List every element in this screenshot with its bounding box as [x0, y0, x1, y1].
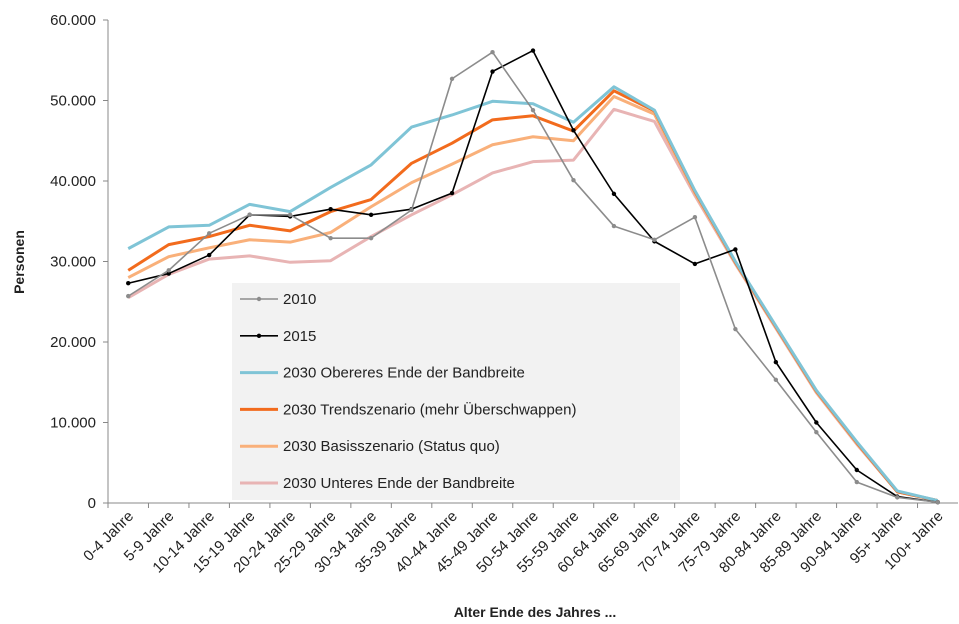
- data-point: [287, 212, 293, 218]
- data-point: [733, 326, 738, 332]
- legend-label: 2030 Basisszenario (Status quo): [283, 438, 500, 455]
- data-point: [206, 231, 212, 236]
- legend-marker: [256, 333, 262, 338]
- data-point: [692, 215, 698, 220]
- data-point: [854, 467, 860, 473]
- legend-label: 2030 Obereres Ende der Bandbreite: [283, 365, 525, 382]
- legend-box: [232, 283, 680, 500]
- legend-marker: [256, 296, 262, 302]
- data-point: [328, 235, 333, 241]
- data-point: [814, 429, 819, 435]
- data-point: [490, 50, 495, 55]
- data-point: [530, 48, 536, 53]
- data-point: [733, 247, 738, 252]
- legend: 2010 2015 2030 Obereres Ende der Bandbreit…: [232, 283, 680, 500]
- data-point: [611, 223, 617, 229]
- data-point: [328, 206, 333, 212]
- legend-label: 2030 Unteres Ende der Bandbreite: [283, 475, 515, 492]
- y-tick-label: 30.000: [50, 254, 96, 271]
- y-tick-label: 10.000: [50, 415, 96, 432]
- data-point: [206, 252, 212, 258]
- y-tick-label: 60.000: [50, 12, 96, 29]
- data-point: [854, 479, 860, 485]
- data-point: [692, 261, 698, 267]
- data-point: [449, 76, 455, 81]
- data-point: [247, 212, 252, 218]
- data-point: [368, 212, 374, 218]
- data-point: [895, 495, 900, 500]
- data-point: [126, 293, 131, 299]
- y-tick-label: 0: [88, 495, 96, 512]
- data-point: [449, 190, 455, 196]
- data-point: [409, 207, 414, 213]
- legend-label: 2010: [283, 291, 316, 308]
- legend-label: 2030 Trendszenario (mehr Überschwappen): [283, 400, 577, 418]
- x-axis-title: Alter Ende des Jahres ...: [454, 604, 617, 620]
- legend-label: 2015: [283, 328, 316, 345]
- data-point: [935, 499, 940, 505]
- y-tick-label: 40.000: [50, 173, 96, 190]
- data-point: [126, 281, 131, 286]
- y-tick-label: 50.000: [50, 93, 96, 110]
- data-point: [490, 69, 495, 74]
- data-point: [773, 377, 779, 383]
- data-point: [368, 235, 374, 241]
- data-point: [652, 237, 657, 242]
- data-point: [814, 420, 819, 425]
- data-point: [571, 177, 576, 183]
- data-point: [530, 107, 536, 113]
- data-point: [611, 191, 617, 197]
- y-axis-title: Personen: [11, 230, 27, 294]
- y-tick-label: 20.000: [50, 334, 96, 351]
- data-point: [571, 128, 576, 133]
- data-point: [773, 359, 779, 365]
- data-point: [166, 271, 171, 276]
- data-point: [166, 268, 171, 273]
- series-line: [127, 85, 939, 503]
